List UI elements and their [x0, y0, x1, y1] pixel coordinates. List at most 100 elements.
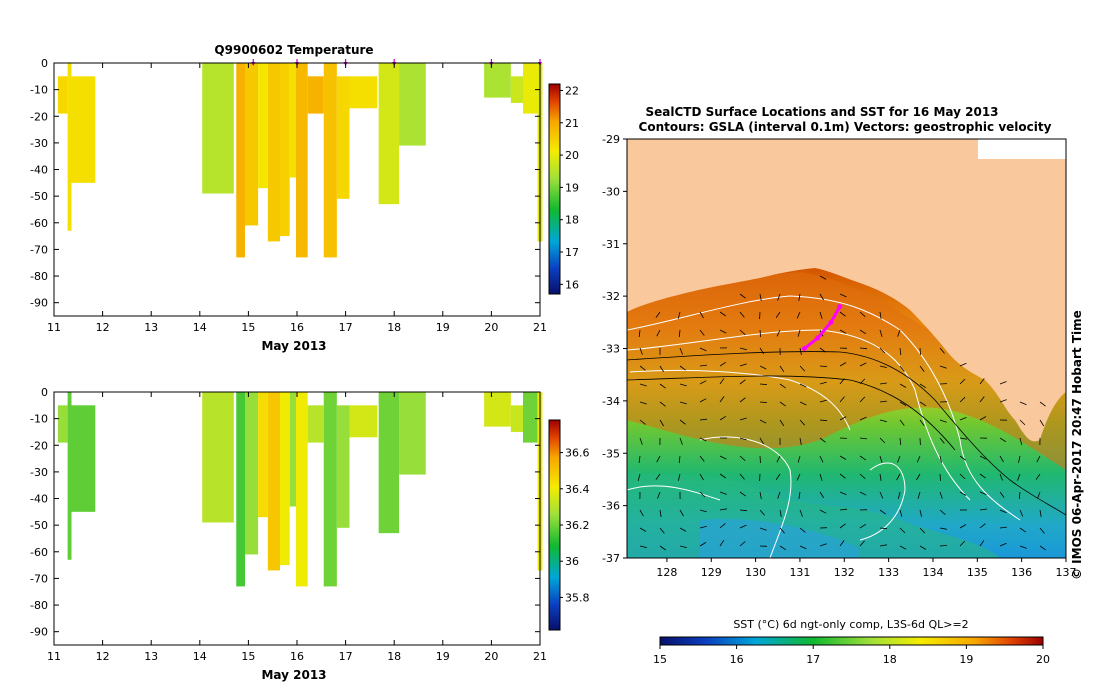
- velocity-vector: [879, 347, 886, 354]
- velocity-vector: [979, 396, 985, 403]
- x-tick-label: 15: [241, 650, 255, 663]
- velocity-vector: [759, 509, 765, 516]
- profile-bar: [71, 405, 96, 512]
- velocity-vector: [999, 399, 1007, 403]
- profile-bar: [349, 405, 378, 438]
- velocity-vector: [639, 545, 647, 549]
- lon-tick-label: 128: [656, 566, 677, 579]
- velocity-vector: [839, 329, 847, 334]
- velocity-vector: [739, 509, 748, 512]
- velocity-vector: [739, 379, 746, 385]
- ctd-track: [801, 304, 843, 351]
- velocity-vector: [819, 473, 823, 481]
- profile-bar: [67, 63, 72, 231]
- gsla-contour: [699, 436, 792, 558]
- velocity-vector: [638, 455, 641, 463]
- velocity-vector: [779, 365, 785, 373]
- velocity-vector: [899, 347, 902, 356]
- velocity-vector: [779, 527, 785, 534]
- profile-bar: [267, 63, 280, 242]
- profile-bar: [244, 63, 259, 226]
- velocity-vector: [919, 419, 925, 426]
- y-tick-label: -70: [30, 572, 48, 585]
- velocity-vector: [839, 491, 847, 496]
- profile-bar: [258, 392, 268, 518]
- velocity-vector: [819, 275, 827, 280]
- velocity-vector: [999, 437, 1007, 443]
- velocity-vector: [839, 396, 845, 403]
- velocity-vector: [678, 329, 681, 338]
- velocity-vector: [799, 383, 807, 388]
- profile-bar: [484, 63, 511, 98]
- x-tick-label: 11: [47, 321, 61, 334]
- velocity-vector: [719, 415, 727, 421]
- velocity-vector: [959, 491, 967, 496]
- lat-tick-label: -35: [602, 447, 620, 460]
- velocity-vector: [678, 455, 681, 464]
- temperature-colorbar: [548, 83, 561, 295]
- velocity-vector: [679, 401, 687, 405]
- velocity-vector: [919, 509, 922, 517]
- ctd-location: [837, 304, 843, 310]
- sst-colorbar-tick-label: 16: [730, 653, 744, 666]
- sst-colorbar-tick-label: 18: [883, 653, 897, 666]
- profile-bar: [510, 405, 523, 432]
- velocity-vector: [839, 293, 847, 298]
- velocity-vector: [899, 365, 905, 372]
- velocity-vector: [839, 508, 848, 511]
- sst-colorbar: [659, 636, 1044, 646]
- velocity-vector: [759, 347, 765, 355]
- velocity-vector: [999, 473, 1003, 481]
- velocity-vector: [1037, 491, 1041, 499]
- x-tick-label: 12: [96, 321, 110, 334]
- y-tick-label: -20: [30, 110, 48, 123]
- x-tick-label: 11: [47, 650, 61, 663]
- ctd-location: [828, 319, 834, 325]
- velocity-vector: [779, 401, 786, 407]
- velocity-vector: [919, 545, 927, 550]
- velocity-vector: [796, 473, 801, 481]
- velocity-vector: [679, 437, 683, 445]
- velocity-vector: [739, 455, 746, 461]
- velocity-vector: [879, 527, 888, 530]
- velocity-vector: [798, 491, 801, 499]
- geostrophic-vectors: [637, 275, 1047, 551]
- velocity-vector: [859, 437, 867, 440]
- x-tick-label: 17: [339, 321, 353, 334]
- velocity-vector: [719, 329, 727, 334]
- sst-colorbar-ticks: 15 16 17 18 19 20: [653, 645, 1050, 666]
- profile-bar: [522, 63, 538, 114]
- colorbar-tick-label: 19: [565, 181, 579, 194]
- velocity-vector: [777, 491, 781, 499]
- colorbar-tick-label: 36.2: [565, 519, 590, 532]
- profile-bar: [236, 392, 245, 587]
- velocity-vector: [999, 542, 1007, 547]
- velocity-vector: [798, 293, 801, 301]
- velocity-vector: [839, 523, 846, 529]
- velocity-vector: [839, 378, 845, 385]
- y-tick-label: -50: [30, 190, 48, 203]
- colorbar-tick-label: 35.8: [565, 591, 590, 604]
- velocity-vector: [699, 329, 705, 336]
- velocity-vector: [677, 473, 681, 481]
- velocity-vector: [859, 396, 866, 403]
- profile-bar: [399, 392, 426, 475]
- velocity-vector: [839, 473, 846, 479]
- velocity-vector: [657, 491, 661, 499]
- velocity-vector: [919, 401, 927, 407]
- lon-tick-label: 132: [834, 566, 855, 579]
- velocity-vector: [899, 509, 903, 517]
- profile-bar: [236, 63, 245, 258]
- velocity-vector: [739, 524, 747, 529]
- velocity-vector: [739, 311, 745, 318]
- velocity-vector: [919, 347, 921, 356]
- velocity-vector: [1039, 509, 1042, 517]
- velocity-vector: [839, 416, 847, 421]
- velocity-vector: [1035, 473, 1041, 480]
- velocity-vector: [759, 293, 762, 301]
- velocity-vector: [879, 509, 886, 515]
- profile-bar: [296, 392, 308, 587]
- velocity-vector: [959, 524, 967, 529]
- velocity-vector: [659, 365, 665, 373]
- velocity-vector: [759, 437, 764, 445]
